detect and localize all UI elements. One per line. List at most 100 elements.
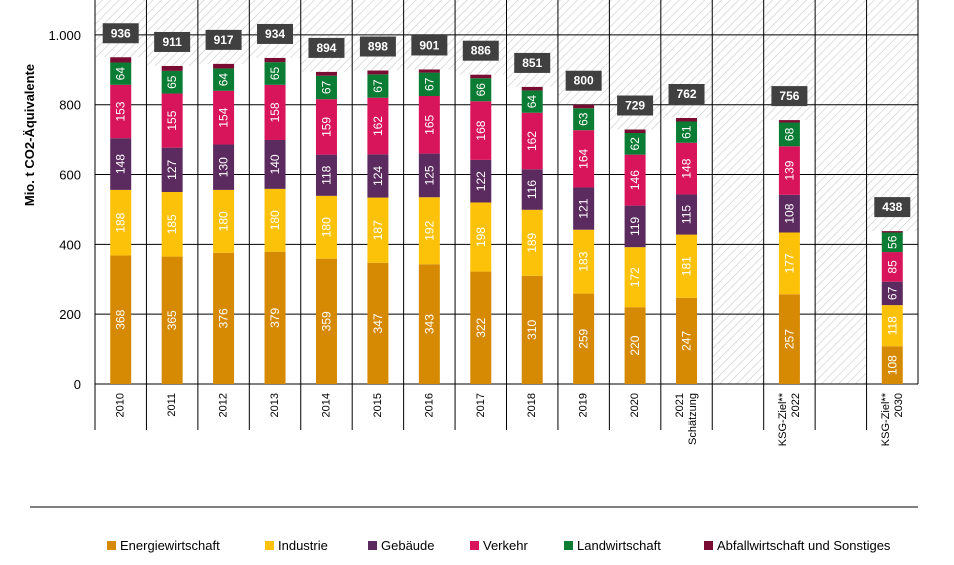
segment-value-label: 116	[525, 180, 539, 199]
total-box	[462, 40, 499, 61]
total-box	[411, 35, 448, 56]
y-tick-label: 600	[59, 168, 81, 183]
bar-segment-verkehr	[573, 130, 595, 188]
segment-value-label: 198	[474, 227, 488, 247]
bar-segment-gebäude	[161, 147, 183, 192]
segment-value-label: 188	[114, 212, 128, 232]
bar-segment-landwirtschaft	[470, 78, 492, 102]
bar-segment-abfallwirtschaft-und-sonstiges	[778, 120, 800, 123]
bar-segment-gebäude	[418, 153, 440, 198]
legend-label: Energiewirtschaft	[120, 538, 220, 553]
bar-segment-landwirtschaft	[213, 68, 235, 91]
bar-segment-energiewirtschaft	[521, 275, 543, 384]
bar-segment-industrie	[676, 234, 698, 298]
segment-value-label: 162	[525, 131, 539, 151]
segment-value-label: 153	[114, 101, 128, 121]
segment-value-label: 121	[577, 198, 591, 218]
bar-segment-gebäude	[573, 187, 595, 230]
segment-value-label: 68	[782, 127, 796, 141]
bar-segment-abfallwirtschaft-und-sonstiges	[676, 117, 698, 122]
bar-segment-landwirtschaft	[110, 62, 132, 85]
segment-value-label: 61	[680, 125, 694, 139]
total-box	[257, 23, 294, 44]
segment-value-label: 247	[680, 331, 694, 351]
legend-swatch	[368, 541, 377, 550]
total-box	[359, 36, 396, 57]
bar-segment-industrie	[521, 209, 543, 276]
segment-value-label: 56	[885, 235, 899, 249]
x-tick-label: 2022	[790, 393, 802, 417]
segment-value-label: 159	[319, 117, 333, 137]
bar-segment-verkehr	[110, 84, 132, 139]
x-tick-label: 2012	[218, 393, 230, 417]
total-label: 894	[316, 41, 336, 55]
bar-segment-abfallwirtschaft-und-sonstiges	[367, 70, 389, 75]
bar-segment-abfallwirtschaft-und-sonstiges	[110, 57, 132, 63]
bar-segment-gebäude	[778, 194, 800, 233]
legend-label: Industrie	[278, 538, 328, 553]
bar-segment-gebäude	[264, 139, 286, 189]
segment-value-label: 310	[525, 320, 539, 340]
bar-segment-gebäude	[521, 169, 543, 210]
bar-segment-verkehr	[676, 142, 698, 195]
bar-segment-verkehr	[367, 97, 389, 155]
bar-segment-abfallwirtschaft-und-sonstiges	[521, 86, 543, 91]
segment-value-label: 66	[474, 83, 488, 97]
total-box	[874, 197, 911, 218]
bar-segment-verkehr	[470, 101, 492, 160]
hatched-area	[300, 0, 353, 72]
x-tick-label: 2011	[166, 393, 178, 417]
hatched-area	[815, 0, 867, 384]
segment-value-label: 259	[577, 328, 591, 348]
segment-value-label: 189	[525, 232, 539, 252]
segment-value-label: 124	[371, 166, 385, 186]
segment-value-label: 154	[217, 107, 231, 127]
segment-value-label: 376	[217, 308, 231, 328]
total-label: 901	[419, 38, 439, 52]
bar-segment-verkehr	[161, 93, 183, 148]
bar-segment-gebäude	[367, 154, 389, 198]
bar-segment-industrie	[264, 188, 286, 252]
bar-segment-landwirtschaft	[881, 232, 903, 253]
hatched-area	[506, 0, 558, 87]
legend: Energiewirtschaft Industrie Gebäude Verkehr…	[30, 506, 918, 553]
total-label: 438	[882, 200, 902, 214]
bar-segment-verkehr	[264, 84, 286, 140]
bar-segment-energiewirtschaft	[778, 294, 800, 384]
legend-swatch	[704, 541, 713, 550]
legend-label: Verkehr	[483, 538, 528, 553]
bar-segment-energiewirtschaft	[470, 271, 492, 384]
total-label: 934	[265, 27, 285, 41]
segment-value-label: 118	[319, 165, 333, 184]
bar-segment-energiewirtschaft	[110, 255, 132, 384]
total-box	[771, 86, 808, 107]
segment-value-label: 127	[165, 160, 179, 180]
segment-value-label: 118	[885, 316, 899, 335]
x-tick-label: KSG-Ziel**	[880, 392, 892, 446]
x-tick-label: 2020	[629, 393, 641, 417]
segment-value-label: 359	[319, 311, 333, 331]
total-box	[205, 29, 242, 50]
bar-segment-verkehr	[213, 90, 235, 145]
segment-value-label: 139	[782, 160, 796, 180]
segment-value-label: 140	[268, 154, 282, 174]
segment-value-label: 155	[165, 110, 179, 130]
total-label: 911	[162, 35, 182, 49]
bar-segment-abfallwirtschaft-und-sonstiges	[573, 104, 595, 109]
segment-value-label: 365	[165, 310, 179, 330]
bar-segment-abfallwirtschaft-und-sonstiges	[881, 231, 903, 233]
bar-segment-energiewirtschaft	[161, 256, 183, 384]
bar-segment-abfallwirtschaft-und-sonstiges	[264, 57, 286, 63]
total-label: 886	[471, 44, 491, 58]
x-tick-label: Schätzung	[687, 393, 699, 445]
bar-segment-gebäude	[676, 194, 698, 235]
x-tick-label: 2014	[320, 393, 332, 417]
segment-value-label: 180	[319, 217, 333, 237]
bar-segment-industrie	[110, 189, 132, 256]
bar-segment-abfallwirtschaft-und-sonstiges	[624, 129, 646, 134]
bar-segment-verkehr	[315, 99, 337, 155]
y-tick-label: 800	[59, 98, 81, 113]
total-label: 800	[574, 74, 594, 88]
segment-value-label: 64	[217, 73, 231, 87]
x-tick-label: 2015	[372, 393, 384, 417]
